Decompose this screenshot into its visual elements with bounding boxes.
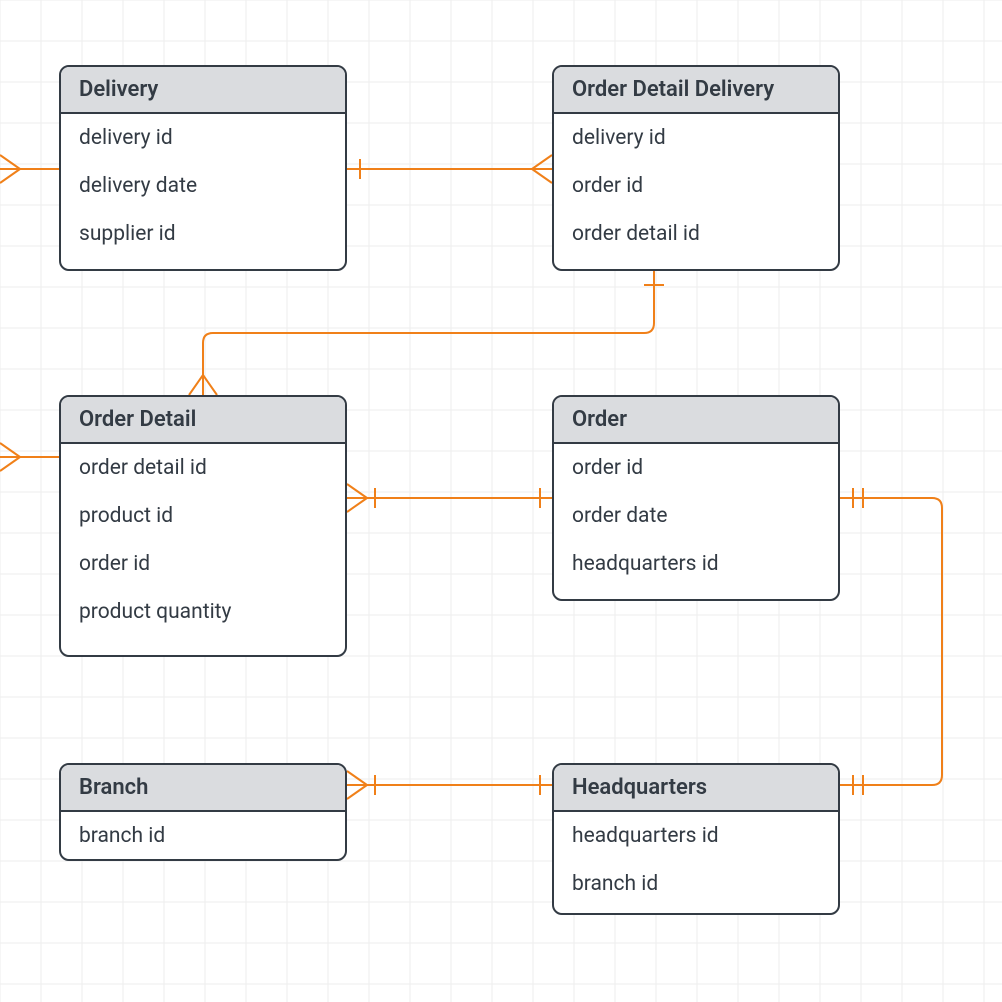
edge-order-to-hq bbox=[840, 498, 942, 785]
entity-title: Order bbox=[554, 397, 838, 444]
entity-attribute: order detail id bbox=[61, 444, 345, 492]
entity-attribute: product quantity bbox=[61, 588, 345, 636]
entity-attribute: delivery id bbox=[61, 114, 345, 162]
entity-attribute: branch id bbox=[61, 812, 345, 860]
edge-odd-to-order-detail bbox=[203, 271, 654, 395]
entity-title: Delivery bbox=[61, 67, 345, 114]
entity-attribute: order date bbox=[554, 492, 838, 540]
entity-attribute: order id bbox=[61, 540, 345, 588]
entity-title: Headquarters bbox=[554, 765, 838, 812]
entity-order_detail_delivery[interactable]: Order Detail Deliverydelivery idorder id… bbox=[552, 65, 840, 271]
entity-branch[interactable]: Branchbranch id bbox=[59, 763, 347, 861]
entity-title: Branch bbox=[61, 765, 345, 812]
entity-attribute: branch id bbox=[554, 860, 838, 908]
entity-title: Order Detail Delivery bbox=[554, 67, 838, 114]
entity-attribute: headquarters id bbox=[554, 812, 838, 860]
entity-attribute: order id bbox=[554, 162, 838, 210]
er-diagram-canvas: Deliverydelivery iddelivery datesupplier… bbox=[0, 0, 1002, 1002]
entity-attribute: delivery id bbox=[554, 114, 838, 162]
entity-headquarters[interactable]: Headquartersheadquarters idbranch id bbox=[552, 763, 840, 915]
entity-order_detail[interactable]: Order Detailorder detail idproduct idord… bbox=[59, 395, 347, 657]
entity-attribute: delivery date bbox=[61, 162, 345, 210]
entity-attribute: order id bbox=[554, 444, 838, 492]
entity-delivery[interactable]: Deliverydelivery iddelivery datesupplier… bbox=[59, 65, 347, 271]
entity-attribute: product id bbox=[61, 492, 345, 540]
entity-attribute: supplier id bbox=[61, 210, 345, 258]
entity-order[interactable]: Orderorder idorder dateheadquarters id bbox=[552, 395, 840, 601]
entity-attribute: order detail id bbox=[554, 210, 838, 258]
entity-attribute: headquarters id bbox=[554, 540, 838, 588]
entity-title: Order Detail bbox=[61, 397, 345, 444]
